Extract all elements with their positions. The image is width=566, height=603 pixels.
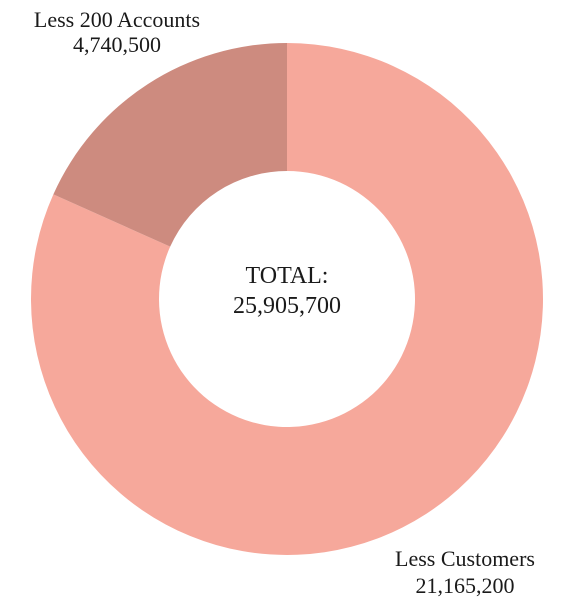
center-title-label: TOTAL: — [246, 263, 329, 289]
donut-slice-less-customers — [30, 43, 543, 556]
slice-value-label: 4,740,500 — [73, 32, 161, 57]
slice-label-less-200-accounts: Less 200 Accounts 4,740,500 — [34, 7, 200, 57]
slice-label-less-customers: Less Customers 21,165,200 — [395, 546, 535, 598]
donut-slice-less-200-accounts — [53, 43, 288, 247]
center-total-value-label: 25,905,700 — [233, 293, 341, 319]
center-label-group: TOTAL: 25,905,700 — [233, 263, 341, 319]
slice-name-label: Less Customers — [395, 546, 535, 571]
donut-slices — [30, 43, 543, 556]
slice-name-label: Less 200 Accounts — [34, 7, 200, 32]
slice-value-label: 21,165,200 — [416, 573, 515, 598]
